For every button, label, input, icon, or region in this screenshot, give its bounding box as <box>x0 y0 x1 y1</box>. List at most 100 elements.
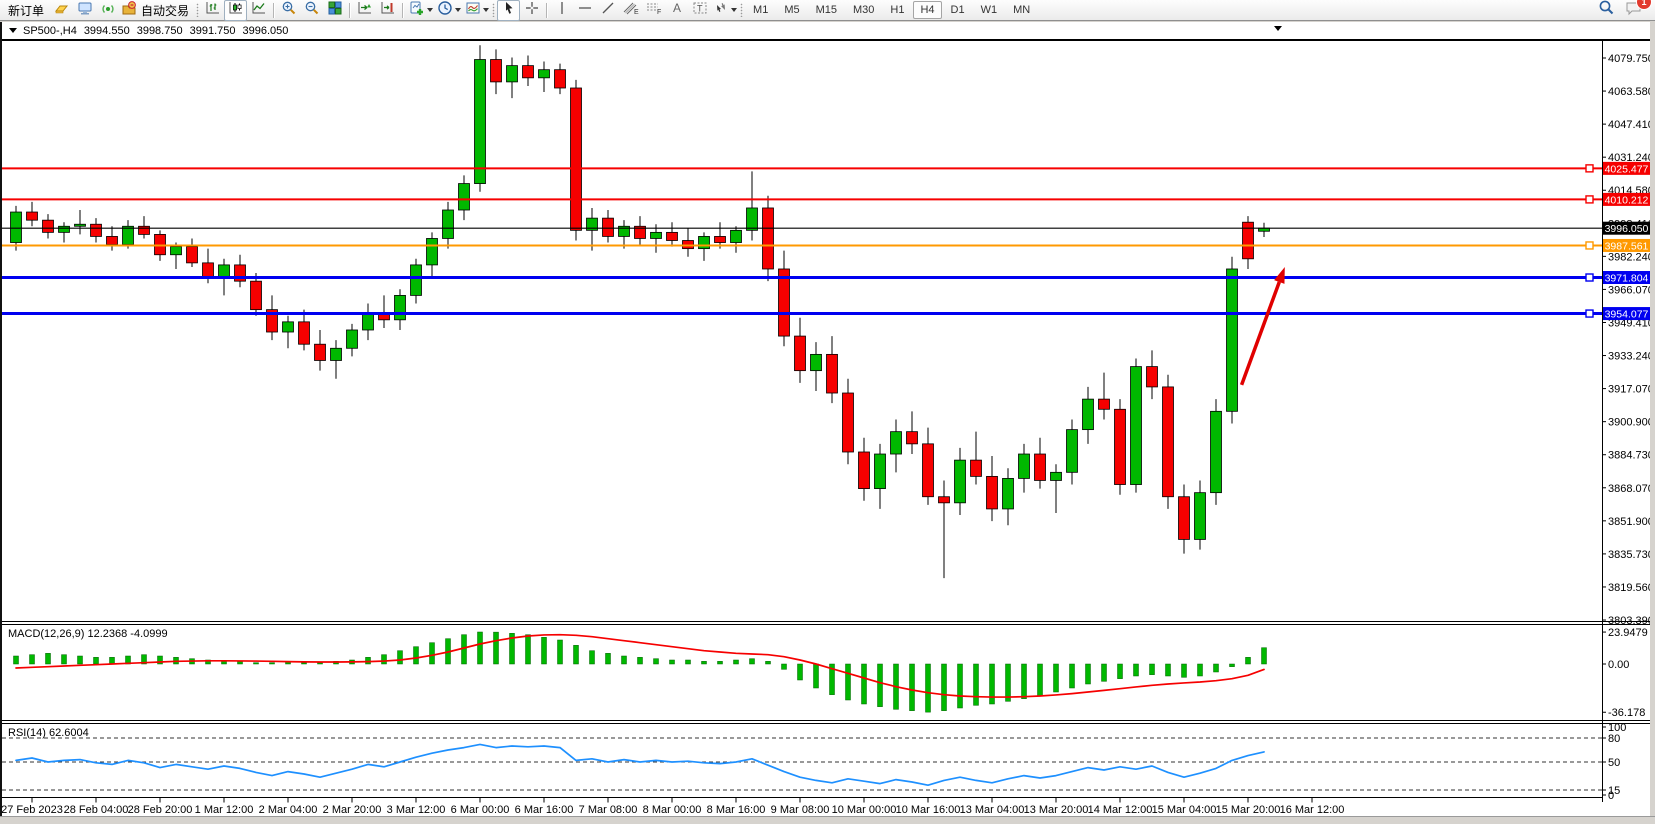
candle-up <box>650 231 662 239</box>
price-tick-label: 3900.900 <box>1608 417 1650 429</box>
timeframe-button-W1[interactable]: W1 <box>980 4 998 16</box>
horizontal-level-line[interactable]: 3987.561 <box>2 238 1650 253</box>
new-order-button[interactable]: 新订单 <box>2 0 50 21</box>
macd-histogram-bar <box>941 663 947 711</box>
macd-histogram-bar <box>557 639 563 665</box>
chart-header[interactable]: SP500-,H4 3994.550 3998.750 3991.750 399… <box>2 22 1650 40</box>
toolbar-grip <box>196 3 200 17</box>
toolbar-separator <box>273 2 275 18</box>
price-chart[interactable]: 4079.7504063.5804047.4104031.2404014.580… <box>2 40 1650 816</box>
line-handle[interactable] <box>1585 241 1594 250</box>
time-tick-label: 14 Mar 12:00 <box>1088 804 1153 816</box>
zoom-out-icon <box>304 0 320 21</box>
symbol-dropdown-icon[interactable] <box>9 28 17 33</box>
macd-histogram-bar <box>93 657 99 665</box>
time-tick-label: 2 Mar 04:00 <box>259 804 318 816</box>
cursor-icon <box>501 0 517 21</box>
timeframe-button-M5[interactable]: M5 <box>784 4 800 16</box>
timeframe-button-D1[interactable]: D1 <box>950 4 965 16</box>
timeframe-button-M15[interactable]: M15 <box>815 4 837 16</box>
search-icon[interactable] <box>1598 0 1615 21</box>
line-handle[interactable] <box>1585 164 1594 173</box>
horizontal-level-line[interactable]: 3971.804 <box>2 271 1650 285</box>
channel-button[interactable]: E <box>619 0 642 21</box>
timeframe-button-M1[interactable]: M1 <box>753 4 769 16</box>
time-tick-label: 7 Mar 08:00 <box>579 804 638 816</box>
price-level-badge <box>1603 307 1650 321</box>
line-handle[interactable] <box>1585 195 1594 204</box>
zoom-in-button[interactable] <box>277 0 300 21</box>
candle-down <box>602 217 614 237</box>
macd-histogram-bar <box>1037 663 1043 697</box>
autotrade-button[interactable]: 自动交易 <box>119 0 195 21</box>
zoom-out-button[interactable] <box>300 0 323 21</box>
crosshair-button[interactable] <box>520 0 543 21</box>
candle-down <box>714 236 726 243</box>
line-handle[interactable] <box>1585 273 1594 282</box>
candle-up <box>362 313 374 331</box>
arrow-head[interactable] <box>1274 266 1285 284</box>
rsi-axis-label: 80 <box>1608 733 1620 745</box>
auto-scroll-button[interactable] <box>353 0 376 21</box>
templates-button[interactable] <box>463 0 491 21</box>
history-terminal-button[interactable] <box>73 0 96 21</box>
tile-windows-button[interactable] <box>323 0 346 21</box>
macd-axis-label: 0.00 <box>1608 659 1629 671</box>
candle-down <box>666 231 678 241</box>
time-tick-label: 6 Mar 16:00 <box>515 804 574 816</box>
chat-button[interactable]: 1 <box>1625 0 1652 21</box>
toolbar-grip <box>492 3 496 17</box>
macd-histogram-bar <box>845 663 851 701</box>
timeframe-button-H1[interactable]: H1 <box>890 4 905 16</box>
horizontal-level-line[interactable]: 3954.077 <box>2 307 1650 321</box>
templates-icon <box>465 0 481 21</box>
fibonacci-button[interactable]: F <box>642 0 665 21</box>
time-tick-label: 6 Mar 00:00 <box>451 804 510 816</box>
cursor-button[interactable] <box>497 0 521 21</box>
indicators-button[interactable] <box>406 0 435 21</box>
candle-down <box>234 264 246 282</box>
svg-text:F: F <box>657 9 661 16</box>
line-chart-button[interactable] <box>247 0 270 21</box>
macd-indicator-label: MACD(12,26,9) 12.2368 -4.0999 <box>8 628 168 640</box>
macd-histogram-bar <box>621 655 627 665</box>
ingot-button[interactable] <box>50 0 73 21</box>
horizontal-level-line[interactable]: 4010.212 <box>2 192 1650 207</box>
trendline-button[interactable] <box>596 0 619 21</box>
horizontal-line-button[interactable] <box>573 0 596 21</box>
time-tick-label: 28 Feb 20:00 <box>128 804 193 816</box>
macd-histogram-bar <box>77 655 83 665</box>
signal-button[interactable] <box>96 0 119 21</box>
candle-down <box>1146 366 1158 388</box>
candle-up <box>1066 429 1078 473</box>
timeframe-button-M30[interactable]: M30 <box>853 4 875 16</box>
chart-shift-icon <box>380 0 396 21</box>
vertical-line-button[interactable] <box>550 0 573 21</box>
label-button[interactable]: T <box>688 0 711 21</box>
bar-chart-button[interactable] <box>201 0 224 21</box>
toolbar-separator <box>402 2 404 18</box>
bottom-strip <box>0 816 1655 824</box>
macd-histogram-bar <box>1069 663 1075 689</box>
time-tick-label: 13 Mar 20:00 <box>1024 804 1089 816</box>
timeframe-button-MN[interactable]: MN <box>1013 4 1031 16</box>
macd-histogram-bar <box>1133 663 1139 677</box>
candlestick-chart-button[interactable] <box>224 0 248 21</box>
candle-down <box>42 219 54 233</box>
chart-shift-button[interactable] <box>376 0 399 21</box>
timeframe-button-H4[interactable]: H4 <box>913 1 942 19</box>
macd-histogram-bar <box>461 634 467 665</box>
macd-histogram-bar <box>1053 663 1059 693</box>
text-button[interactable]: A <box>665 0 688 21</box>
arrows-button[interactable] <box>711 0 739 21</box>
macd-histogram-bar <box>605 653 611 665</box>
periods-button[interactable] <box>435 0 463 21</box>
arrow-shaft[interactable] <box>1239 281 1281 386</box>
trend-arrow-annotation[interactable] <box>1239 266 1285 386</box>
ohlc-low: 3991.750 <box>189 24 236 37</box>
candle-down <box>554 69 566 89</box>
macd-histogram-bar <box>1149 663 1155 675</box>
line-handle[interactable] <box>1585 309 1594 318</box>
horizontal-level-line[interactable]: 4025.477 <box>2 161 1650 176</box>
chart-menu-caret-icon[interactable] <box>1274 26 1282 31</box>
